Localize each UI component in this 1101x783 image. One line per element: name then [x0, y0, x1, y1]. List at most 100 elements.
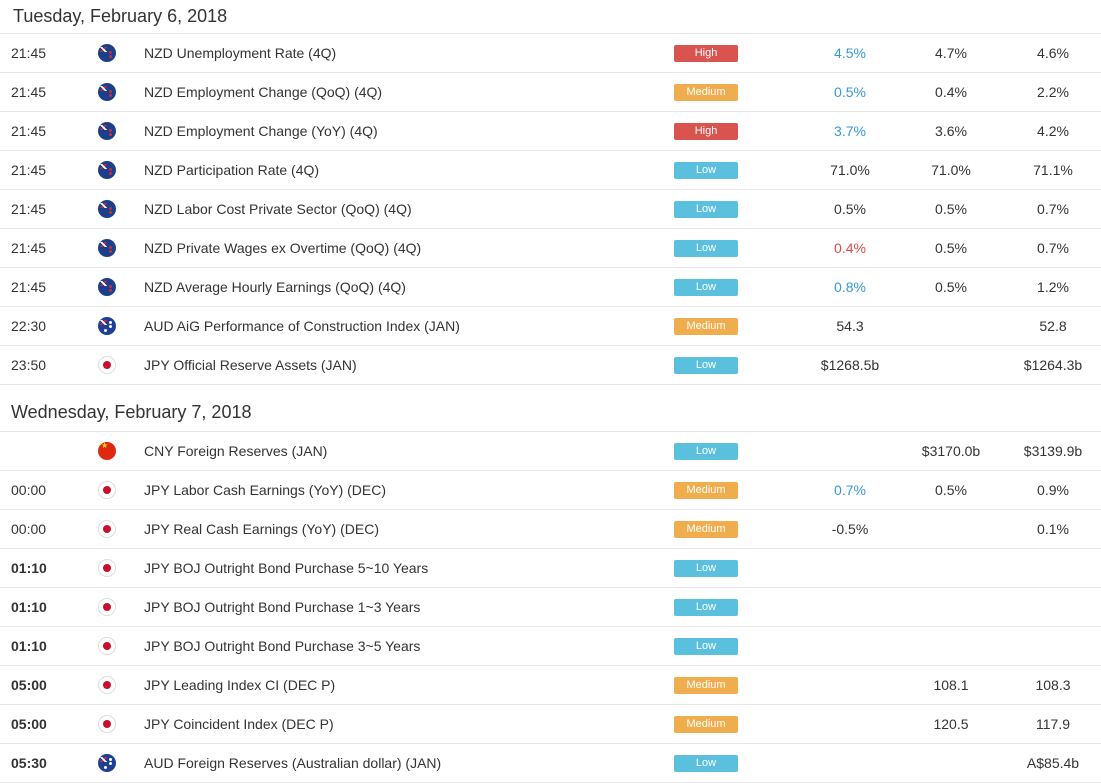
event-name[interactable]: JPY BOJ Outright Bond Purchase 1~3 Years [144, 599, 421, 615]
event-row[interactable]: 00:00 JPY Real Cash Earnings (YoY) (DEC) M… [0, 510, 1101, 549]
event-name[interactable]: JPY Real Cash Earnings (YoY) (DEC) [144, 521, 379, 537]
event-name[interactable]: CNY Foreign Reserves (JAN) [144, 443, 328, 459]
impact-badge: Low [674, 279, 738, 296]
event-name[interactable]: NZD Participation Rate (4Q) [144, 162, 320, 178]
australia-flag-icon [98, 754, 116, 772]
event-row[interactable]: 23:50 JPY Official Reserve Assets (JAN) Lo… [0, 346, 1101, 385]
actual-value: $1268.5b [820, 357, 880, 373]
event-row[interactable]: 05:30 AUD Foreign Reserves (Australian do… [0, 744, 1101, 783]
previous-value: 1.2% [1037, 279, 1069, 295]
new-zealand-flag-icon [98, 83, 116, 101]
event-name[interactable]: AUD Foreign Reserves (Australian dollar)… [144, 755, 442, 771]
event-row[interactable]: 01:10 JPY BOJ Outright Bond Purchase 5~10… [0, 549, 1101, 588]
impact-badge: Low [674, 755, 738, 772]
event-row[interactable]: 21:45 NZD Private Wages ex Overtime (QoQ)… [0, 229, 1101, 268]
actual-value: 0.4% [834, 240, 866, 256]
event-name[interactable]: JPY Leading Index CI (DEC P) [144, 677, 336, 693]
forecast-value [906, 627, 996, 665]
event-time: 23:50 [11, 357, 47, 373]
event-row[interactable]: 05:00 JPY Coincident Index (DEC P) Medium 1… [0, 705, 1101, 744]
actual-value: 4.5% [834, 45, 866, 61]
event-row[interactable]: 21:45 NZD Participation Rate (4Q) Low 71.0%… [0, 151, 1101, 190]
new-zealand-flag-icon [98, 239, 116, 257]
event-row[interactable]: 21:45 NZD Unemployment Rate (4Q) High 4.5% 4… [0, 34, 1101, 73]
impact-badge: Medium [674, 716, 738, 733]
event-row[interactable]: CNY Foreign Reserves (JAN) Low $3170.0b $31… [0, 432, 1101, 471]
forecast-value [906, 588, 996, 626]
event-time: 00:00 [11, 482, 47, 498]
event-time: 01:10 [11, 599, 47, 615]
event-time: 00:00 [11, 521, 47, 537]
previous-value: 0.7% [1037, 240, 1069, 256]
event-name[interactable]: AUD AiG Performance of Construction Inde… [144, 318, 460, 334]
previous-value: $3139.9b [1023, 443, 1083, 459]
actual-value [805, 432, 895, 470]
forecast-value: 0.5% [935, 482, 967, 498]
actual-value [805, 705, 895, 743]
event-name[interactable]: JPY BOJ Outright Bond Purchase 3~5 Years [144, 638, 421, 654]
impact-badge: Low [674, 560, 738, 577]
event-row[interactable]: 21:45 NZD Average Hourly Earnings (QoQ) (… [0, 268, 1101, 307]
event-name[interactable]: JPY BOJ Outright Bond Purchase 5~10 Year… [144, 560, 429, 576]
event-row[interactable]: 21:45 NZD Employment Change (QoQ) (4Q) Med… [0, 73, 1101, 112]
event-row[interactable]: 01:10 JPY BOJ Outright Bond Purchase 1~3 … [0, 588, 1101, 627]
actual-value: 0.7% [834, 482, 866, 498]
japan-flag-icon [98, 356, 116, 374]
actual-value [805, 549, 895, 587]
event-name[interactable]: JPY Labor Cash Earnings (YoY) (DEC) [144, 482, 386, 498]
event-name[interactable]: NZD Employment Change (QoQ) (4Q) [144, 84, 383, 100]
event-time: 21:45 [11, 162, 47, 178]
previous-value: 52.8 [1039, 318, 1067, 334]
new-zealand-flag-icon [98, 200, 116, 218]
forecast-value: 4.7% [935, 45, 967, 61]
event-row[interactable]: 01:10 JPY BOJ Outright Bond Purchase 3~5 … [0, 627, 1101, 666]
actual-value: 54.3 [836, 318, 864, 334]
event-row[interactable]: 00:00 JPY Labor Cash Earnings (YoY) (DEC)… [0, 471, 1101, 510]
actual-value [805, 744, 895, 782]
impact-badge: Low [674, 443, 738, 460]
previous-value: 0.1% [1037, 521, 1069, 537]
event-time: 21:45 [11, 279, 47, 295]
previous-value [1008, 588, 1098, 626]
forecast-value: 0.5% [935, 201, 967, 217]
event-row[interactable]: 22:30 AUD AiG Performance of Construction… [0, 307, 1101, 346]
event-row[interactable]: 21:45 NZD Employment Change (YoY) (4Q) Hig… [0, 112, 1101, 151]
impact-badge: Low [674, 240, 738, 257]
event-name[interactable]: JPY Coincident Index (DEC P) [144, 716, 334, 732]
event-row[interactable]: 21:45 NZD Labor Cost Private Sector (QoQ)… [0, 190, 1101, 229]
event-time: 01:10 [11, 560, 47, 576]
actual-value: 0.5% [834, 84, 866, 100]
event-name[interactable]: JPY Official Reserve Assets (JAN) [144, 357, 357, 373]
event-time: 01:10 [11, 638, 47, 654]
forecast-value: 108.1 [933, 677, 969, 693]
japan-flag-icon [98, 481, 116, 499]
australia-flag-icon [98, 317, 116, 335]
new-zealand-flag-icon [98, 161, 116, 179]
forecast-value [906, 549, 996, 587]
previous-value [1008, 549, 1098, 587]
actual-value: 0.5% [834, 201, 866, 217]
event-name[interactable]: NZD Labor Cost Private Sector (QoQ) (4Q) [144, 201, 412, 217]
impact-badge: Low [674, 638, 738, 655]
japan-flag-icon [98, 715, 116, 733]
event-name[interactable]: NZD Private Wages ex Overtime (QoQ) (4Q) [144, 240, 422, 256]
new-zealand-flag-icon [98, 278, 116, 296]
event-time: 05:00 [11, 716, 47, 732]
event-name[interactable]: NZD Unemployment Rate (4Q) [144, 45, 337, 61]
impact-badge: Medium [674, 677, 738, 694]
japan-flag-icon [98, 520, 116, 538]
actual-value [805, 627, 895, 665]
forecast-value: 0.4% [935, 84, 967, 100]
impact-badge: High [674, 45, 738, 62]
event-time: 21:45 [11, 201, 47, 217]
forecast-value: 71.0% [931, 162, 971, 178]
previous-value: 2.2% [1037, 84, 1069, 100]
impact-badge: Low [674, 357, 738, 374]
impact-badge: Medium [674, 84, 738, 101]
actual-value: 3.7% [834, 123, 866, 139]
event-name[interactable]: NZD Employment Change (YoY) (4Q) [144, 123, 378, 139]
previous-value: $1264.3b [1023, 357, 1083, 373]
forecast-value [906, 510, 996, 548]
event-row[interactable]: 05:00 JPY Leading Index CI (DEC P) Medium 1… [0, 666, 1101, 705]
event-name[interactable]: NZD Average Hourly Earnings (QoQ) (4Q) [144, 279, 406, 295]
